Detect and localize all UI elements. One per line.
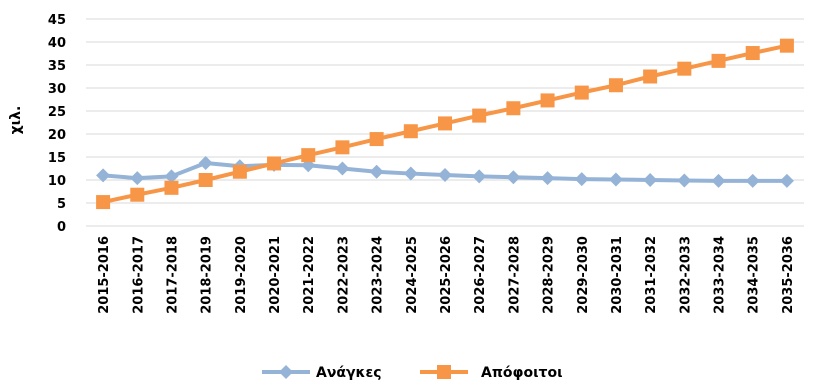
series-2 [96, 38, 794, 210]
y-tick-label: 40 [48, 36, 66, 51]
data-point [198, 173, 213, 187]
data-point [267, 156, 282, 171]
data-point [198, 155, 213, 170]
x-tick-label: 2020-2021 [268, 236, 283, 314]
x-tick-label: 2018-2019 [200, 236, 215, 314]
data-point [438, 167, 452, 182]
data-point [96, 168, 111, 183]
data-point [643, 173, 658, 187]
x-tick-label: 2032-2033 [678, 236, 693, 314]
data-point [403, 124, 418, 139]
data-point [745, 173, 760, 188]
data-point [472, 108, 487, 123]
data-point [779, 173, 794, 188]
x-tick-label: 2021-2022 [302, 236, 317, 314]
series-group [96, 38, 794, 210]
x-axis-ticks: 2015-2016 2016-2017 2017-2018 2018-2019 2019… [97, 236, 796, 314]
x-tick-label: 2035-2036 [781, 236, 796, 314]
data-point [403, 166, 418, 181]
y-tick-label: 5 [57, 197, 66, 212]
data-point [335, 161, 350, 176]
data-point [779, 38, 794, 53]
y-tick-label: 45 [48, 13, 66, 28]
series-1 [96, 155, 794, 188]
x-tick-label: 2034-2035 [747, 236, 762, 314]
data-point [438, 116, 452, 131]
x-tick-label: 2031-2032 [644, 236, 659, 314]
x-tick-label: 2024-2025 [405, 236, 420, 314]
data-point [540, 171, 555, 186]
data-point [677, 173, 692, 188]
legend-item-1: Ανάγκες [262, 365, 382, 381]
y-tick-label: 35 [48, 59, 66, 74]
data-point [130, 171, 145, 186]
legend-marker [437, 365, 451, 379]
x-tick-label: 2025-2026 [439, 236, 454, 314]
x-tick-label: 2015-2016 [97, 236, 112, 314]
x-tick-label: 2019-2020 [234, 236, 249, 314]
data-point [369, 132, 384, 147]
data-point [677, 61, 692, 76]
data-point [301, 148, 316, 163]
data-point [711, 173, 726, 188]
y-tick-label: 20 [48, 128, 66, 143]
data-point [711, 53, 726, 68]
data-point [574, 172, 589, 187]
x-tick-label: 2026-2027 [473, 236, 488, 314]
data-point [506, 101, 521, 116]
x-tick-label: 2016-2017 [131, 236, 146, 314]
x-tick-label: 2033-2034 [713, 236, 728, 314]
y-tick-label: 0 [57, 220, 66, 235]
y-axis-ticks: 0 5 10 15 20 25 30 35 40 45 [48, 13, 66, 235]
data-point [608, 172, 623, 187]
data-point [335, 140, 350, 155]
legend-label: Απόφοιτοι [481, 365, 563, 381]
x-tick-label: 2027-2028 [507, 236, 522, 314]
data-point [472, 169, 487, 184]
x-tick-label: 2028-2029 [542, 236, 557, 314]
x-tick-label: 2023-2024 [371, 236, 386, 314]
legend: Ανάγκες Απόφοιτοι [262, 365, 563, 381]
data-point [608, 78, 623, 93]
data-point [96, 195, 111, 210]
y-tick-label: 30 [48, 82, 66, 97]
data-point [164, 169, 179, 184]
data-point [745, 46, 760, 61]
legend-label: Ανάγκες [316, 365, 382, 381]
data-point [643, 69, 658, 84]
legend-item-2: Απόφοιτοι [420, 365, 563, 381]
data-point [574, 85, 589, 100]
data-point [232, 164, 247, 179]
data-point [369, 164, 384, 179]
x-tick-label: 2017-2018 [165, 236, 180, 314]
x-tick-label: 2029-2030 [576, 236, 591, 314]
y-axis-label: χιλ. [8, 106, 24, 135]
y-tick-label: 15 [48, 151, 66, 166]
y-tick-label: 25 [48, 105, 66, 120]
data-point [506, 170, 521, 185]
x-tick-label: 2030-2031 [610, 236, 625, 314]
data-point [540, 93, 555, 108]
data-point [164, 180, 179, 195]
y-tick-label: 10 [48, 174, 66, 189]
x-tick-label: 2022-2023 [336, 236, 351, 314]
data-point [130, 187, 145, 202]
legend-marker [279, 365, 293, 379]
